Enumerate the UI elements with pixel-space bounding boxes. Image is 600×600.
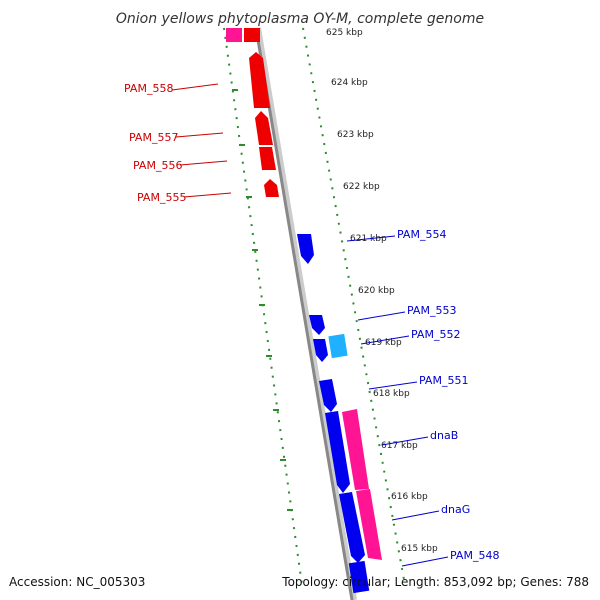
gene-pam-558-arrow (249, 52, 270, 108)
kbp-label-622: 622 kbp (343, 182, 380, 192)
gene-pam-556-arrow (259, 147, 276, 170)
gene-pam-552-arrow (313, 339, 328, 362)
gene-pink-lower (356, 489, 382, 560)
kbp-label-619: 619 kbp (365, 338, 402, 348)
gene-label-pam-557: PAM_557 (129, 131, 178, 144)
gene-label-pam-554: PAM_554 (397, 228, 446, 241)
left-tick-marks (226, 34, 293, 511)
backbone (254, 27, 354, 600)
right-gene-labels (346, 235, 449, 567)
gene-pam-557-arrow (255, 111, 273, 145)
kbp-label-618: 618 kbp (373, 389, 410, 399)
backbone-shadow (255, 27, 357, 600)
gene-label-pam-553: PAM_553 (407, 304, 456, 317)
gene-pam-551-arrow (319, 379, 337, 412)
gene-label-dnag: dnaG (441, 503, 470, 516)
kbp-label-615: 615 kbp (401, 544, 438, 554)
kbp-label-620: 620 kbp (358, 286, 395, 296)
gene-pam-554-arrow (297, 234, 314, 264)
left-gene-labels (171, 83, 232, 198)
gene-label-dnab: dnaB (430, 429, 458, 442)
gene-label-pam-558: PAM_558 (124, 82, 173, 95)
gene-label-pam-551: PAM_551 (419, 374, 468, 387)
gene-pam-553-arrow (309, 315, 325, 335)
gene-pam-555-arrow (264, 179, 279, 197)
map-title: Onion yellows phytoplasma OY-M, complete… (116, 11, 484, 27)
right-dotted-track (302, 27, 406, 586)
gene-dnag-arrow (339, 492, 365, 563)
gene-top-red (244, 28, 260, 42)
kbp-label-623: 623 kbp (337, 130, 374, 140)
gene-top-pink (226, 28, 242, 42)
kbp-label-625: 625 kbp (326, 28, 363, 38)
gene-label-pam-555: PAM_555 (137, 191, 186, 204)
left-dotted-track (223, 27, 303, 586)
gene-dnab-arrow (325, 411, 350, 493)
gene-bottom-blue (348, 560, 370, 594)
gene-label-pam-548: PAM_548 (450, 549, 499, 562)
summary-text: Topology: circular; Length: 853,092 bp; … (281, 575, 589, 589)
kbp-label-616: 616 kbp (391, 492, 428, 502)
gene-label-pam-556: PAM_556 (133, 159, 182, 172)
gene-pam-552-cyan (328, 333, 348, 359)
accession-text: Accession: NC_005303 (9, 575, 145, 589)
gene-label-pam-552: PAM_552 (411, 328, 460, 341)
kbp-label-617: 617 kbp (381, 441, 418, 451)
gene-pink-upper (342, 409, 369, 490)
kbp-label-624: 624 kbp (331, 78, 368, 88)
